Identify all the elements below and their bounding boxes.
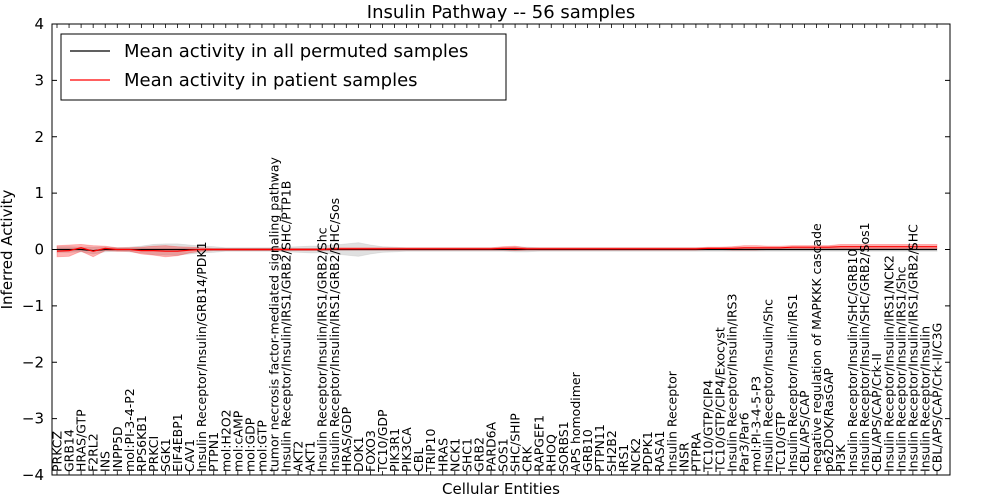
xtick-label: PARD6A [484,421,499,472]
xtick-label: IRS1 [616,444,631,472]
ytick-label: −4 [22,466,44,484]
chart-title: Insulin Pathway -- 56 samples [367,2,635,23]
xtick-label: HRAS [435,438,450,472]
xtick-label: Insulin Receptor/Insulin/IRS1/GRB2/SHC [905,224,920,472]
xtick-label: RHOQ [544,434,559,472]
xtick-label: GRB2 [471,437,486,472]
ytick-label: 3 [34,71,44,89]
xtick-label: SGK1 [158,438,173,472]
xtick-label: Insulin Receptor/Insulin/Shc [761,299,776,472]
xtick-label: PTPN1 [206,432,221,472]
xtick-label: Insulin Receptor/Insulin/IRS3 [725,294,740,472]
xtick-label: SH2B2 [604,430,619,472]
ytick-label: −2 [22,353,44,371]
line-series-1 [56,246,937,252]
xtick-label: INS [98,451,113,472]
xtick-label: EIF4EBP1 [170,413,185,472]
xtick-label: PRKCI [146,436,161,472]
xtick-label: mol:cAMP [230,410,245,472]
xtick-label: CRK [520,446,535,472]
xtick-label: TC10/GTP/CIP4 [701,380,716,473]
xtick-label: TC10/GDP [375,409,390,473]
xtick-label: AKT2 [291,441,306,472]
xtick-label: SHC1 [459,438,474,472]
y-axis-label: Inferred Activity [0,189,16,309]
xtick-label: mol:H2O2 [218,409,233,472]
xtick-label: Insulin Receptor/Insulin/IRS1/GRB2/SHC/S… [327,198,342,472]
legend-entry-permuted: Mean activity in all permuted samples [124,41,468,62]
xtick-label: HRAS/GTP [74,409,89,472]
xtick-label: TC10/GTP/CIP4/Exocyst [713,327,728,473]
xtick-label: Par3/Par6 [737,412,752,472]
xtick-label: GRB10 [580,429,595,472]
xtick-label: APS homodimer [568,371,583,472]
xtick-label: SHC/SHIP [508,413,523,472]
xtick-label: negative regulation of MAPKKK cascade [809,223,824,472]
xtick-label: PDPK1 [640,431,655,472]
xtick-label: SOS1 [496,438,511,472]
xtick-label: RPS6KB1 [134,415,149,472]
xtick-label: CBL/APS/CAP [797,390,812,472]
xtick-label: PTPRA [688,432,703,472]
xtick-label: TC10/GTP [773,411,788,473]
xtick-label: SORBS1 [556,421,571,472]
xtick-label: INPP5D [110,426,125,472]
xtick-label: Insulin Receptor/Insulin/GRB14/PDK1 [194,241,209,472]
ytick-label: 2 [34,128,44,146]
xtick-label: GRB14 [62,429,77,472]
x-axis-label: Cellular Entities [442,480,560,498]
xtick-label: CBL [411,448,426,472]
xtick-label: Insulin Receptor/Insulin/SHC/GRB10 [845,249,860,472]
xtick-label: FOXO3 [363,430,378,472]
xtick-label: p62DOK/RasGAP [821,367,836,472]
xtick-label: CAV1 [182,439,197,472]
xtick-label: Insulin Receptor [664,370,679,472]
xtick-label: mol:GDP [242,417,257,472]
legend-entry-patient: Mean activity in patient samples [124,70,418,91]
xtick-label: tumor necrosis factor-mediated signaling… [267,156,282,472]
legend-box [60,33,507,101]
xtick-label: Insulin Receptor/Insulin [917,326,932,472]
xtick-label: PRKCZ [50,431,65,472]
ytick-label: 4 [34,15,44,33]
xtick-label: NCK1 [447,438,462,472]
xtick-label: AKT1 [303,441,318,472]
series-lines [56,246,937,252]
xtick-label: Insulin Receptor/Insulin/IRS1/NCK2 [881,255,896,472]
xtick-label: CBL/APS/CAP/Crk-II/C3G [930,323,945,472]
legend: Mean activity in all permuted samples Me… [60,33,507,101]
xtick-label: INSR [676,442,691,472]
ytick-label: −3 [22,410,44,428]
xtick-label: RASA1 [652,431,667,472]
xtick-label: mol:PI-3-4-5-P3 [749,376,764,472]
xtick-label: mol:PI-3-4-P2 [122,388,137,472]
xtick-label: Insulin Receptor/Insulin/IRS1 [785,293,800,471]
xtick-label: PI3K [833,444,848,472]
xtick-label: PTPN11 [592,424,607,472]
xtick-label: Insulin Receptor/Insulin/IRS1/GRB2/SHC/P… [279,181,294,472]
ytick-label: 1 [34,184,44,202]
xtick-label: DOK1 [351,436,366,472]
xtick-label: TRIP10 [423,429,438,473]
xtick-label: PIK3CA [399,427,414,472]
xtick-label: Insulin Receptor/Insulin/IRS1/Shc [893,266,908,472]
xtick-label: Insulin Receptor/Insulin/IRS1/GRB2/Shc [315,227,330,472]
xtick-label: NCK2 [628,438,643,472]
xtick-label: PIK3R1 [387,428,402,472]
xtick-label: CBL/APS/CAP/Crk-II [869,353,884,472]
ytick-label: 0 [34,241,44,259]
xtick-label: RAPGEF1 [532,415,547,472]
ytick-label: −1 [22,297,44,315]
xtick-label: F2RL2 [86,433,101,472]
y-axis: −4 −3 −2 −1 0 1 2 3 4 [22,15,950,484]
xtick-label: Insulin Receptor/Insulin/SHC/GRB2/Sos1 [857,222,872,472]
xtick-label: HRAS/GDP [339,406,354,472]
xtick-label: mol:GTP [254,420,269,472]
x-axis: PRKCZGRB14HRAS/GTPF2RL2INSINPP5Dmol:PI-3… [50,24,945,475]
